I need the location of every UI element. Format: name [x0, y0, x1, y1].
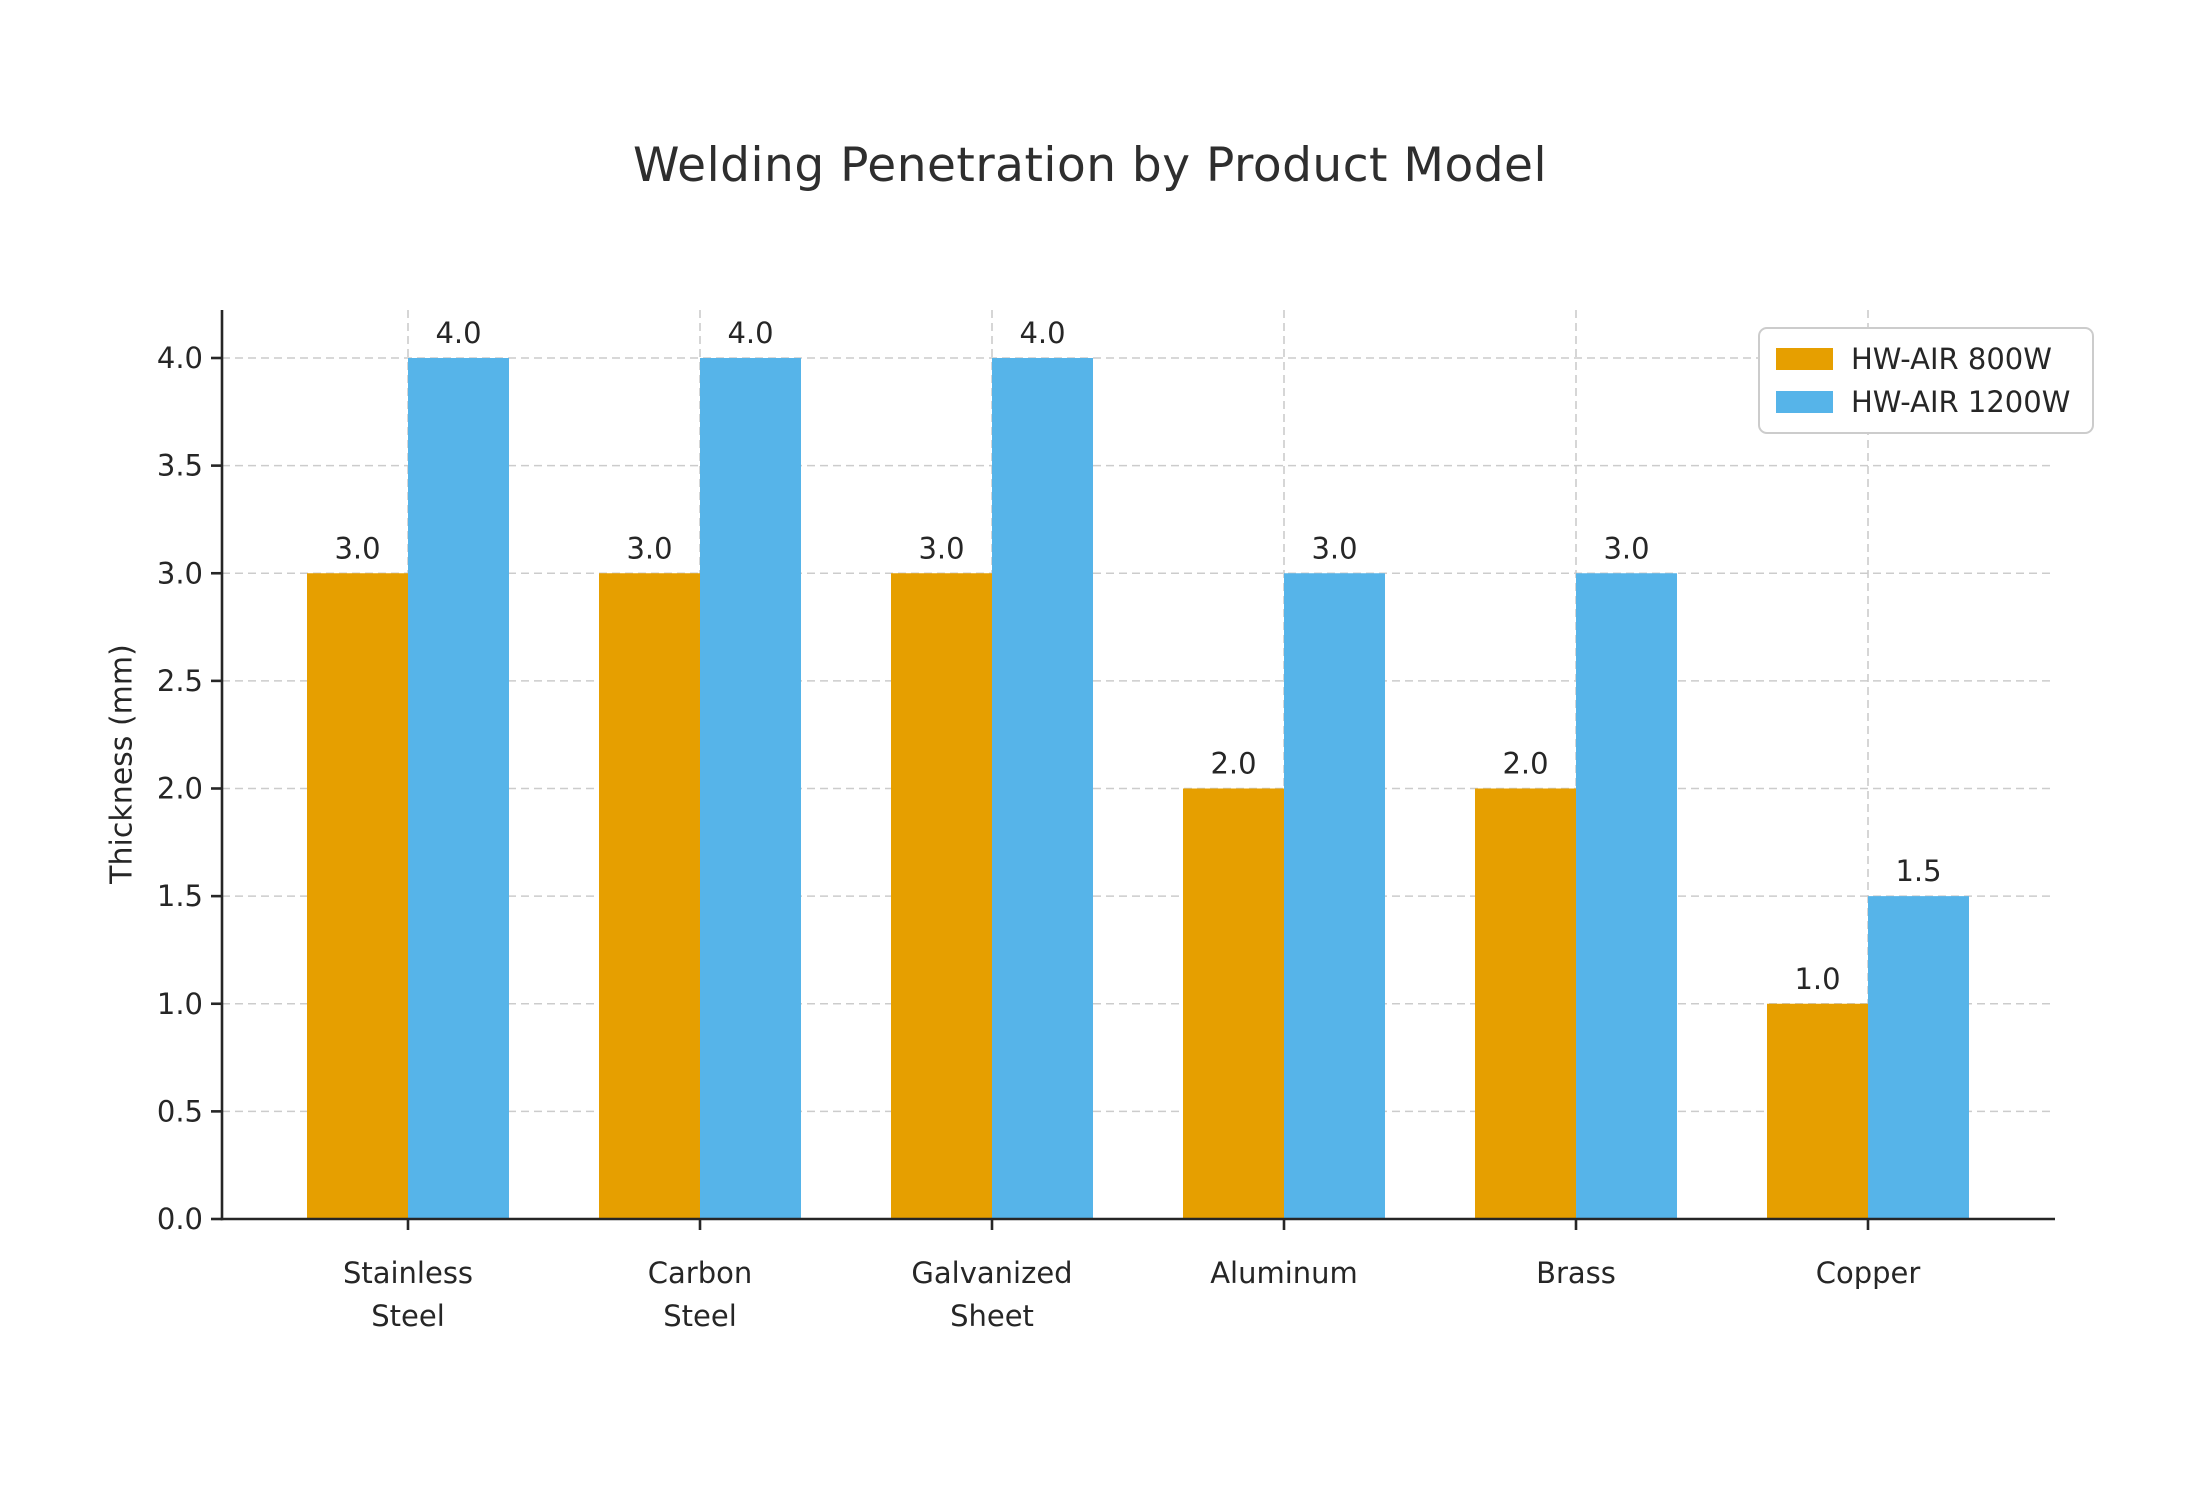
bar-hw-air-1200w-4: [1576, 573, 1677, 1219]
bar-value-label: 3.0: [334, 531, 380, 565]
y-tick-label: 2.0: [157, 772, 203, 806]
bar-hw-air-800w-1: [599, 573, 700, 1219]
x-tick-label: Steel: [663, 1299, 737, 1333]
x-tick-label: Carbon: [648, 1256, 752, 1290]
bar-hw-air-800w-4: [1475, 788, 1576, 1219]
bar-hw-air-800w-5: [1767, 1003, 1868, 1219]
legend: HW-AIR 800W HW-AIR 1200W: [1758, 327, 2095, 434]
bar-value-label: 4.0: [435, 316, 481, 350]
y-tick-label: 1.5: [157, 879, 203, 913]
bar-hw-air-1200w-1: [700, 358, 801, 1219]
y-tick-label: 2.5: [157, 664, 203, 698]
y-tick-label: 1.0: [157, 987, 203, 1021]
bar-value-label: 3.0: [1311, 531, 1357, 565]
bar-value-label: 2.0: [1502, 747, 1548, 781]
bar-value-label: 1.0: [1794, 962, 1840, 996]
bar-value-label: 1.5: [1895, 854, 1941, 888]
bar-hw-air-800w-2: [891, 573, 992, 1219]
bar-hw-air-1200w-0: [408, 358, 509, 1219]
bar-hw-air-800w-0: [307, 573, 408, 1219]
bar-value-label: 3.0: [918, 531, 964, 565]
x-tick-label: Aluminum: [1210, 1256, 1358, 1290]
bar-hw-air-800w-3: [1183, 788, 1284, 1219]
bar-value-label: 4.0: [727, 316, 773, 350]
bar-hw-air-1200w-2: [992, 358, 1093, 1219]
x-tick-label: Galvanized: [911, 1256, 1072, 1290]
bar-hw-air-1200w-3: [1284, 573, 1385, 1219]
y-tick-label: 4.0: [157, 341, 203, 375]
y-tick-label: 3.0: [157, 556, 203, 590]
y-tick-label: 0.5: [157, 1094, 203, 1128]
y-tick-label: 3.5: [157, 449, 203, 483]
legend-label-hw-air-1200w: HW-AIR 1200W: [1851, 385, 2071, 419]
legend-item-hw-air-1200w: HW-AIR 1200W: [1776, 385, 2070, 419]
legend-swatch-hw-air-1200w: [1776, 391, 1833, 413]
x-tick-label: Brass: [1536, 1256, 1616, 1290]
x-tick-label: Stainless: [343, 1256, 473, 1290]
x-tick-label: Copper: [1816, 1256, 1921, 1290]
x-tick-label: Steel: [371, 1299, 445, 1333]
legend-item-hw-air-800w: HW-AIR 800W: [1776, 342, 2070, 376]
y-tick-label: 0.0: [157, 1202, 203, 1236]
bar-hw-air-1200w-5: [1868, 896, 1969, 1219]
x-tick-label: Sheet: [950, 1299, 1034, 1333]
legend-swatch-hw-air-800w: [1776, 348, 1833, 370]
bar-value-label: 2.0: [1210, 747, 1256, 781]
legend-label-hw-air-800w: HW-AIR 800W: [1851, 342, 2052, 376]
chart-title: Welding Penetration by Product Model: [632, 138, 1548, 193]
bar-value-label: 3.0: [1603, 531, 1649, 565]
bar-value-label: 4.0: [1019, 316, 1065, 350]
bar-value-label: 3.0: [626, 531, 672, 565]
